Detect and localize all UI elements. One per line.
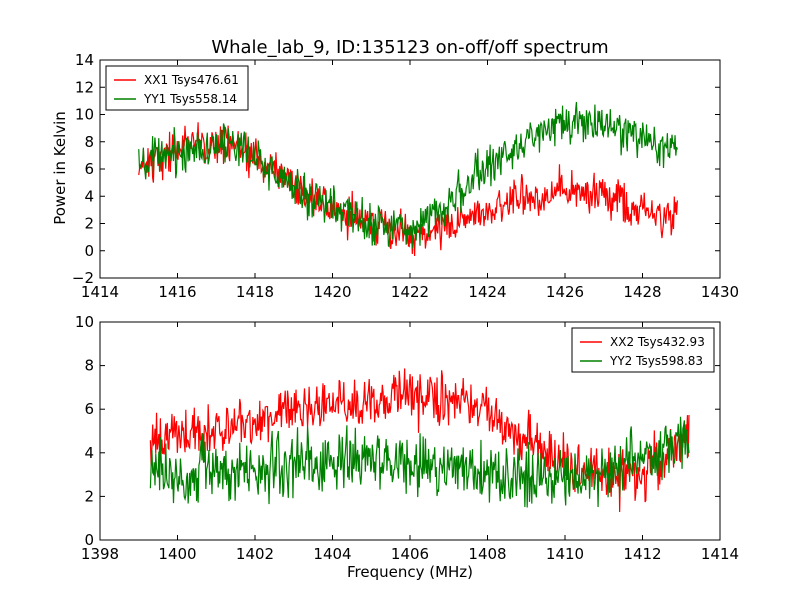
y-tick-label: 6 bbox=[84, 400, 94, 418]
x-tick-label: 1408 bbox=[468, 545, 506, 563]
legend-label: YY1 Tsys558.14 bbox=[143, 92, 237, 106]
y-tick-label: 8 bbox=[84, 133, 94, 151]
x-axis-label: Frequency (MHz) bbox=[347, 563, 473, 581]
x-tick-label: 1402 bbox=[236, 545, 274, 563]
x-tick-label: 1422 bbox=[391, 283, 429, 301]
x-tick-label: 1398 bbox=[81, 545, 119, 563]
y-tick-label: 12 bbox=[75, 78, 94, 96]
y-tick-label: 14 bbox=[75, 51, 94, 69]
series-line-xx1 bbox=[138, 122, 678, 257]
x-tick-label: 1412 bbox=[623, 545, 661, 563]
plot-top: 1414 1416 1418 1420 1422 1424 1426 1428 1430 −2 0 2… bbox=[72, 51, 739, 301]
x-tick-label: 1424 bbox=[468, 283, 506, 301]
legend-label: XX1 Tsys476.61 bbox=[144, 73, 239, 87]
x-tick-label: 1428 bbox=[623, 283, 661, 301]
y-tick-label: 6 bbox=[84, 160, 94, 178]
x-tick-label: 1420 bbox=[313, 283, 351, 301]
y-tick-label: 10 bbox=[75, 106, 94, 124]
x-tick-label: 1414 bbox=[81, 283, 119, 301]
x-tick-label: 1400 bbox=[158, 545, 196, 563]
y-tick-label: 4 bbox=[84, 444, 94, 462]
legend: XX2 Tsys432.93 YY2 Tsys598.83 bbox=[571, 327, 715, 373]
plot-bottom: 1398 1400 1402 1404 1406 1408 1410 1412 1414 0 2 4 6… bbox=[75, 313, 739, 563]
x-tick-label: 1414 bbox=[701, 545, 739, 563]
y-tick-label: 4 bbox=[84, 187, 94, 205]
series-line-yy2 bbox=[149, 416, 690, 508]
y-tick-label: 2 bbox=[84, 487, 94, 505]
series-line-yy1 bbox=[138, 101, 678, 249]
x-tick-label: 1410 bbox=[546, 545, 584, 563]
y-axis-label: Power in Kelvin bbox=[51, 111, 69, 225]
y-tick-label: −2 bbox=[72, 269, 94, 287]
y-tick-label: 2 bbox=[84, 215, 94, 233]
legend-label: YY2 Tsys598.83 bbox=[609, 354, 703, 368]
x-tick-label: 1416 bbox=[158, 283, 196, 301]
y-tick-label: 0 bbox=[84, 242, 94, 260]
legend: XX1 Tsys476.61 YY1 Tsys558.14 bbox=[105, 65, 249, 111]
y-tick-label: 8 bbox=[84, 357, 94, 375]
x-tick-label: 1406 bbox=[391, 545, 429, 563]
legend-label: XX2 Tsys432.93 bbox=[610, 335, 705, 349]
chart-title: Whale_lab_9, ID:135123 on-off/off spectr… bbox=[211, 37, 608, 58]
x-tick-label: 1426 bbox=[546, 283, 584, 301]
x-tick-label: 1418 bbox=[236, 283, 274, 301]
x-tick-label: 1404 bbox=[313, 545, 351, 563]
y-tick-label: 10 bbox=[75, 313, 94, 331]
y-tick-label: 0 bbox=[84, 531, 94, 549]
x-tick-label: 1430 bbox=[701, 283, 739, 301]
